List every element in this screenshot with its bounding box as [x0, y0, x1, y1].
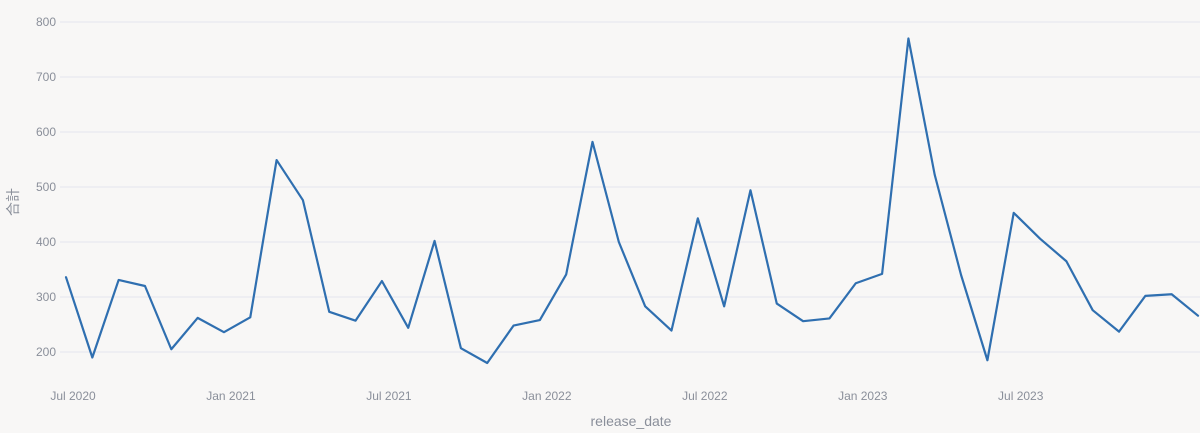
y-tick-label: 500	[36, 180, 56, 194]
x-tick-label: Jan 2023	[838, 389, 888, 403]
x-axis-ticks: Jul 2020 Jan 2021 Jul 2021 Jan 2022 Jul 2022…	[50, 389, 1043, 403]
data-point[interactable]	[904, 35, 912, 43]
data-point[interactable]	[1036, 235, 1044, 243]
data-point[interactable]	[62, 273, 70, 281]
y-tick-label: 800	[36, 15, 56, 29]
data-point[interactable]	[167, 345, 175, 353]
data-point[interactable]	[325, 308, 333, 316]
data-point[interactable]	[720, 302, 728, 310]
series-layer	[62, 35, 1200, 367]
data-point[interactable]	[194, 314, 202, 322]
data-point[interactable]	[983, 356, 991, 364]
y-axis-title: 合計	[5, 188, 21, 216]
data-point[interactable]	[667, 327, 675, 335]
data-point[interactable]	[246, 313, 254, 321]
data-point[interactable]	[1115, 328, 1123, 336]
y-axis-ticks: 200 300 400 500 600 700 800	[36, 15, 56, 359]
x-tick-label: Jul 2022	[682, 389, 728, 403]
data-point[interactable]	[1141, 292, 1149, 300]
data-point[interactable]	[404, 324, 412, 332]
data-point[interactable]	[299, 196, 307, 204]
x-tick-label: Jul 2021	[366, 389, 412, 403]
y-tick-label: 300	[36, 290, 56, 304]
data-point[interactable]	[1062, 257, 1070, 265]
x-tick-label: Jan 2021	[206, 389, 256, 403]
data-point[interactable]	[1089, 306, 1097, 314]
data-point[interactable]	[352, 317, 360, 325]
data-point[interactable]	[825, 314, 833, 322]
data-point[interactable]	[273, 156, 281, 164]
data-point[interactable]	[694, 214, 702, 222]
x-axis-title: release_date	[591, 413, 672, 429]
y-tick-label: 700	[36, 70, 56, 84]
data-point[interactable]	[483, 359, 491, 367]
data-point[interactable]	[141, 282, 149, 290]
data-point[interactable]	[589, 138, 597, 146]
x-tick-label: Jan 2022	[522, 389, 572, 403]
data-point[interactable]	[641, 302, 649, 310]
data-point[interactable]	[378, 277, 386, 285]
x-tick-label: Jul 2023	[998, 389, 1044, 403]
y-tick-label: 600	[36, 125, 56, 139]
series-line	[64, 37, 1200, 365]
data-point[interactable]	[615, 238, 623, 246]
data-point[interactable]	[115, 276, 123, 284]
data-point[interactable]	[562, 270, 570, 278]
data-point[interactable]	[1010, 209, 1018, 217]
gridlines	[60, 21, 1200, 353]
data-point[interactable]	[878, 270, 886, 278]
data-point[interactable]	[746, 186, 754, 194]
data-point[interactable]	[431, 237, 439, 245]
x-tick-label: Jul 2020	[50, 389, 96, 403]
data-point[interactable]	[457, 344, 465, 352]
data-point[interactable]	[510, 322, 518, 330]
data-point[interactable]	[220, 328, 228, 336]
data-point[interactable]	[773, 300, 781, 308]
data-point[interactable]	[536, 316, 544, 324]
data-point[interactable]	[852, 279, 860, 287]
data-point[interactable]	[931, 171, 939, 179]
data-point[interactable]	[1168, 290, 1176, 298]
y-tick-label: 400	[36, 235, 56, 249]
data-point[interactable]	[957, 271, 965, 279]
y-tick-label: 200	[36, 345, 56, 359]
data-point[interactable]	[799, 317, 807, 325]
data-point[interactable]	[88, 354, 96, 362]
